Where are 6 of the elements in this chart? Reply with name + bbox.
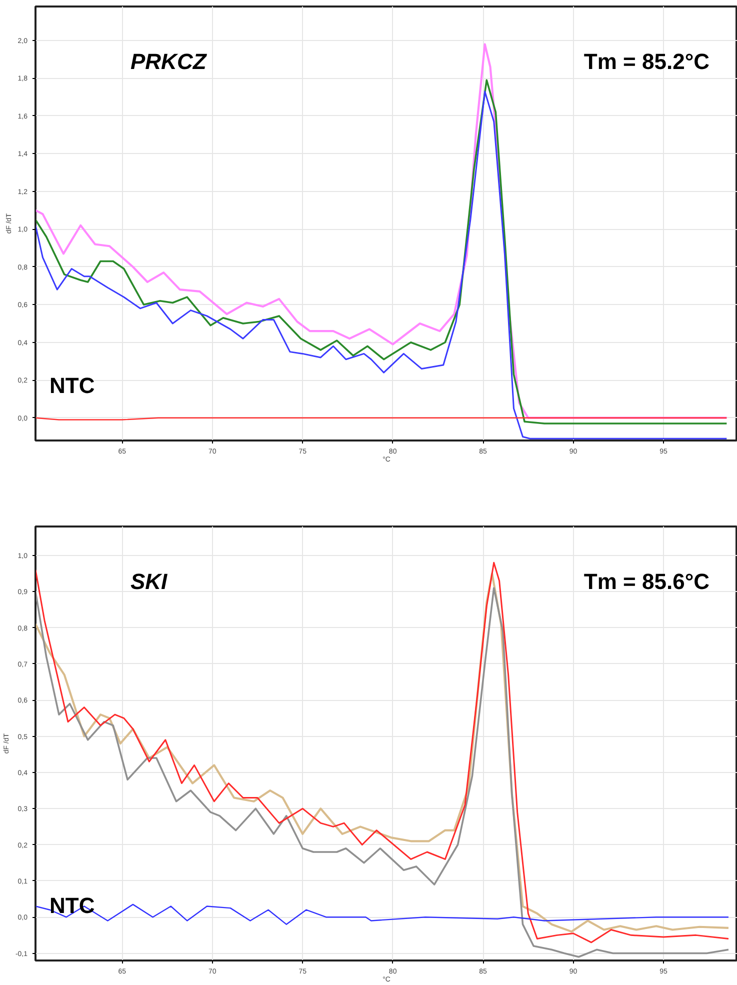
annotation: Tm = 85.2°C — [584, 49, 710, 74]
annotation: PRKCZ — [130, 49, 208, 74]
annotation: NTC — [50, 893, 95, 918]
annotation: NTC — [50, 373, 95, 398]
annotation: Tm = 85.6°C — [584, 569, 710, 594]
annotation: SKI — [130, 569, 168, 594]
